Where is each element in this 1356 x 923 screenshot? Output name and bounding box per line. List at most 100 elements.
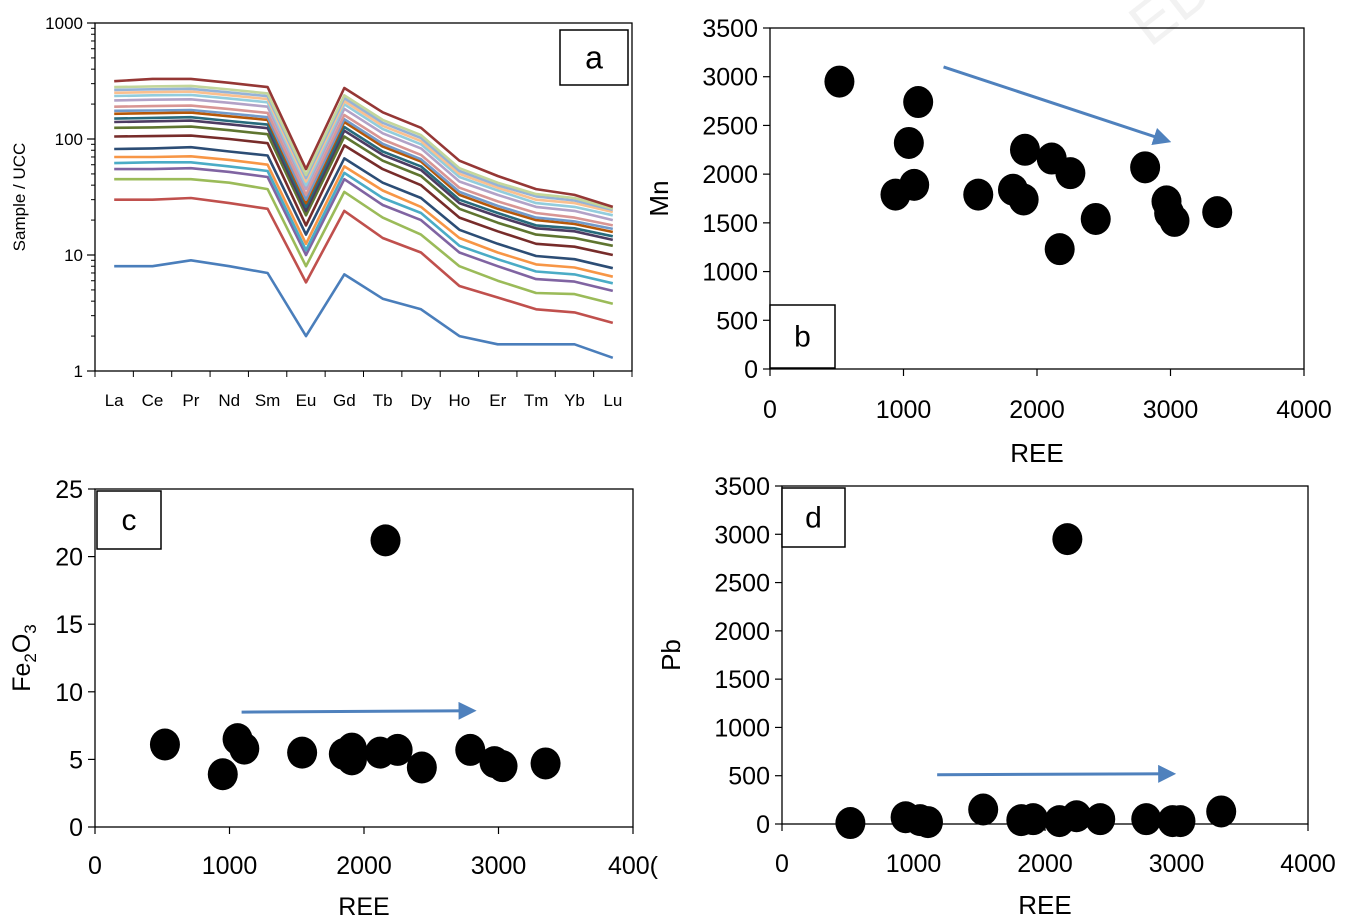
panel-b-data-point [1160, 205, 1190, 237]
panel-c-data-point [337, 743, 367, 775]
panel-d-data-point [1052, 523, 1082, 555]
panel-a-y-axis-title: Sample / UCC [10, 143, 29, 252]
panel-b-y-tick-label: 3500 [702, 15, 758, 43]
panel-d-x-tick-label: 4000 [1280, 850, 1336, 878]
panel-c-y-axis-title-part: 3 [21, 624, 40, 633]
panel-b-y-axis-title: Mn [644, 180, 674, 216]
panel-a-x-tick-label: Nd [218, 391, 240, 410]
panel-d-y-tick-label: 3000 [714, 521, 770, 549]
panel-b-data-point [899, 169, 929, 201]
panel-d-x-tick-label: 3000 [1149, 850, 1205, 878]
panel-c-data-point [531, 747, 561, 779]
panel-d-data-point [913, 806, 943, 838]
panel-a-x-tick-label: Sm [255, 391, 281, 410]
panel-d-y-tick-label: 2500 [714, 570, 770, 598]
panel-a-x-tick-label: Tm [524, 391, 549, 410]
panel-a-y-tick-label: 1 [74, 362, 83, 381]
panel-d-data-point [1085, 803, 1115, 835]
panel-d-y-tick-label: 2000 [714, 618, 770, 646]
panel-b-data-point [1081, 203, 1111, 235]
panel-b-x-axis-title: REE [1010, 438, 1063, 468]
panel-d-x-tick-label: 2000 [1017, 850, 1073, 878]
panel-b-data-point [963, 179, 993, 211]
panel-c-y-tick-label: 15 [55, 611, 83, 639]
panel-c-data-point [488, 750, 518, 782]
panel-c-data-point [150, 729, 180, 761]
panel-b-data-point [824, 66, 854, 98]
panel-b-data-point [1045, 233, 1075, 265]
panel-b-y-tick-label: 500 [716, 307, 758, 335]
panel-b-y-tick-label: 3000 [702, 64, 758, 92]
panel-a-label: a [585, 40, 603, 76]
panel-a-y-tick-label: 10 [64, 246, 83, 265]
panel-d-trend-arrow [937, 774, 1172, 775]
panel-a-x-tick-label: Tb [373, 391, 393, 410]
panel-b-x-tick-label: 1000 [876, 396, 932, 424]
panel-d-y-tick-label: 0 [756, 811, 770, 839]
panel-d-x-tick-label: 1000 [886, 850, 942, 878]
panel-b-label: b [794, 321, 811, 354]
panel-d-y-tick-label: 500 [728, 763, 770, 791]
panel-b-y-tick-label: 2000 [702, 161, 758, 189]
panel-b-data-point [1055, 157, 1085, 189]
panel-b-data-point [1009, 183, 1039, 215]
panel-c-y-tick-label: 0 [69, 814, 83, 842]
panel-b-trend-arrow [944, 67, 1168, 141]
panel-c-data-point [208, 758, 238, 790]
panel-c-data-point [407, 752, 437, 784]
panel-a-y-tick-label: 100 [55, 130, 83, 149]
panel-b-data-point [1130, 151, 1160, 183]
panel-b-data-point [903, 86, 933, 118]
panel-c-data-point [229, 733, 259, 765]
panel-c-x-tick-label: 1000 [202, 852, 258, 880]
panel-c-y-axis-title-part: Fe [8, 663, 36, 692]
panel-c-data-point [287, 737, 317, 769]
panel-b-x-tick-label: 0 [763, 396, 777, 424]
panel-c-label: c [122, 504, 137, 537]
panel-c-y-axis-title: Fe2O3 [8, 624, 40, 692]
panel-b-y-tick-label: 0 [744, 356, 758, 384]
panel-d-data-point [1206, 795, 1236, 827]
panel-b-x-tick-label: 2000 [1009, 396, 1065, 424]
panel-c-trend-arrow [242, 711, 473, 712]
panel-b-data-point [1202, 196, 1232, 228]
panel-a-x-tick-label: La [105, 391, 124, 410]
panel-d-y-axis-title: Pb [656, 639, 686, 671]
panel-d-pb-vs-ree-chart: 05001000150020002500300035000 1000 2000 300… [656, 473, 1336, 920]
panel-c-x-tick-label: 3000 [471, 852, 527, 880]
panel-c-data-point [371, 524, 401, 556]
panel-b-x-tick-label: 3000 [1143, 396, 1199, 424]
panel-d-label: d [805, 502, 822, 535]
panel-c-x-tick-label: 2000 [336, 852, 392, 880]
panel-d-data-point [968, 794, 998, 826]
panel-d-y-tick-label: 3500 [714, 473, 770, 501]
panel-b-data-point [1010, 134, 1040, 166]
panel-c-y-tick-label: 20 [55, 544, 83, 572]
panel-c-y-tick-label: 10 [55, 679, 83, 707]
panel-a-y-tick-label: 1000 [45, 14, 83, 33]
panel-a-x-tick-label: Yb [564, 391, 585, 410]
panel-b-data-point [894, 127, 924, 159]
panel-c-y-tick-label: 25 [55, 476, 83, 504]
panel-a-x-tick-label: Pr [182, 391, 199, 410]
panel-c-fe2o3-vs-ree-chart: 0 5 10 15 20 25 0 1000 2000 3000 400(REE Fe2O3 c [8, 476, 659, 921]
panel-c-y-axis-title-part: O [8, 634, 36, 653]
panel-c-x-tick-label: 0 [88, 852, 102, 880]
panel-c-x-axis-title: REE [338, 893, 389, 921]
panel-d-data-point [1165, 805, 1195, 837]
panel-a-x-tick-label: Dy [411, 391, 432, 410]
panel-d-y-tick-label: 1000 [714, 714, 770, 742]
panel-a-x-tick-label: Ce [142, 391, 164, 410]
panel-d-data-point [835, 807, 865, 839]
panel-a-ree-pattern-chart: 1 10 100 1000 La Ce Pr Nd Sm Eu Gd Tb Dy Ho Er Tm Yb Lu Sa… [10, 14, 632, 410]
panel-d-data-point [1131, 803, 1161, 835]
panel-a-x-tick-label: Ho [449, 391, 471, 410]
panel-a-x-tick-label: Lu [603, 391, 622, 410]
panel-b-y-tick-label: 1000 [702, 259, 758, 287]
panel-b-y-tick-label: 1500 [702, 210, 758, 238]
watermark-fragment: ED [1117, 0, 1224, 58]
panel-c-x-tick-label: 400( [608, 852, 659, 880]
panel-c-y-axis-title-part: 2 [21, 653, 40, 662]
panel-d-data-point [1018, 803, 1048, 835]
